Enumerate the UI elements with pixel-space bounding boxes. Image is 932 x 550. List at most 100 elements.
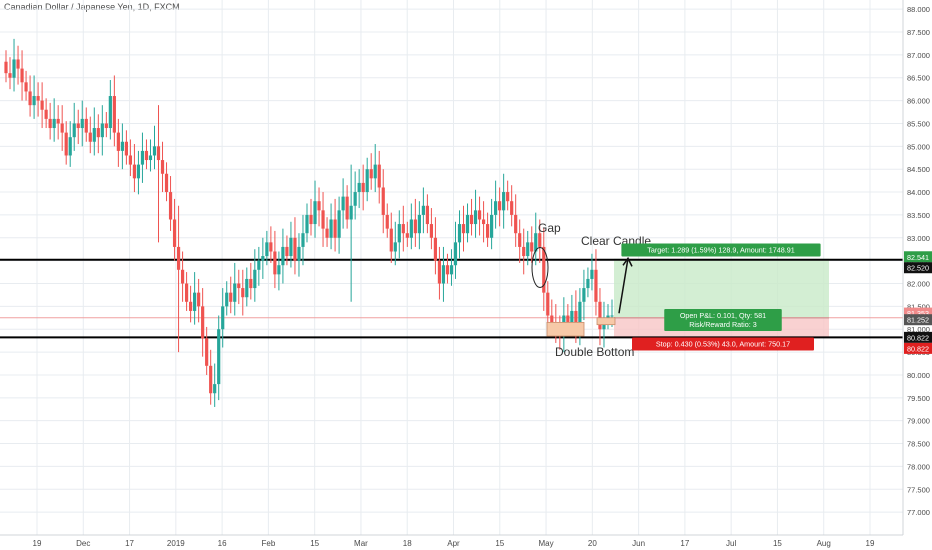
- x-tick-label: Apr: [447, 539, 460, 548]
- candle-body: [321, 210, 325, 229]
- x-tick-label: Jul: [726, 539, 736, 548]
- x-tick-label: 15: [495, 539, 504, 548]
- y-tick-label: 85.500: [907, 119, 930, 128]
- candle-body: [413, 219, 417, 234]
- candle-body: [401, 224, 405, 234]
- candle-body: [369, 169, 373, 179]
- y-tick-label: 83.500: [907, 211, 930, 220]
- candle-body: [377, 164, 381, 188]
- candle-body: [76, 123, 80, 129]
- candle-body: [269, 242, 273, 252]
- candle-body: [345, 196, 349, 220]
- double-bottom-box-1: [546, 321, 585, 337]
- candle-body: [546, 292, 550, 316]
- candle-body: [209, 365, 213, 394]
- candle-body: [144, 150, 149, 161]
- candle-body: [309, 214, 313, 225]
- candle-body: [594, 269, 598, 302]
- candle-body: [289, 237, 293, 257]
- candle-body: [469, 214, 474, 225]
- candle-body: [570, 310, 574, 325]
- projection-arrowhead: [622, 256, 633, 267]
- candle-body: [124, 141, 128, 156]
- x-tick-label: May: [538, 539, 553, 548]
- candle-body: [265, 242, 269, 257]
- candle-body: [64, 132, 68, 156]
- candle-body: [164, 173, 169, 193]
- chart-title: Canadian Dollar / Japanese Yen, 1D, FXCM: [4, 2, 180, 12]
- candle-body: [425, 205, 429, 225]
- candle-body: [277, 265, 281, 275]
- candle-body: [221, 306, 225, 330]
- target-label-text: Target: 1.289 (1.59%) 128.9, Amount: 174…: [647, 246, 794, 255]
- candle-body: [530, 242, 534, 252]
- candle-body: [80, 118, 84, 129]
- candle-body: [357, 182, 361, 193]
- candle-body: [385, 214, 389, 229]
- candle-body: [193, 292, 197, 311]
- candle-body: [361, 182, 365, 193]
- candle-body: [485, 224, 490, 238]
- candle-body: [610, 315, 614, 317]
- candle-body: [241, 288, 245, 298]
- candle-body: [245, 278, 249, 298]
- candle-body: [542, 246, 546, 293]
- y-tick-label: 79.000: [907, 417, 930, 426]
- price-tag-box: [904, 314, 932, 326]
- y-tick-label: 82.000: [907, 280, 930, 289]
- candle-body: [325, 228, 329, 238]
- candle-body: [48, 118, 52, 129]
- candle-body: [28, 91, 32, 106]
- candle-body: [490, 214, 494, 238]
- candle-body: [481, 219, 486, 225]
- candle-body: [116, 132, 120, 151]
- x-tick-label: Jun: [632, 539, 645, 548]
- candle-body: [225, 292, 229, 307]
- gap-ellipse: [531, 247, 549, 288]
- price-tag-label: 80.822: [907, 344, 929, 353]
- double-bottom-label: Double Bottom: [555, 345, 634, 359]
- candle-body: [433, 237, 438, 261]
- candle-body: [445, 265, 450, 275]
- price-tag-label: 82.541: [907, 253, 929, 262]
- candle-body: [465, 214, 470, 234]
- candle-body: [237, 283, 241, 289]
- y-tick-label: 77.000: [907, 508, 930, 517]
- price-tag-box: [904, 331, 932, 343]
- candle-body: [498, 201, 502, 211]
- candle-body: [297, 246, 301, 261]
- x-tick-label: 16: [218, 539, 227, 548]
- candle-body: [349, 205, 353, 220]
- candle-body: [156, 146, 161, 161]
- candle-body: [437, 260, 442, 284]
- x-tick-label: 19: [866, 539, 875, 548]
- candle-body: [40, 100, 44, 110]
- candle-body: [217, 329, 221, 385]
- x-tick-label: 19: [33, 539, 42, 548]
- candle-body: [92, 128, 96, 142]
- price-tag-label: 81.252: [907, 316, 929, 325]
- candle-body: [421, 205, 425, 215]
- candle-body: [257, 260, 261, 270]
- x-tick-label: 2019: [167, 539, 185, 548]
- candle-body: [249, 278, 253, 289]
- candle-body: [397, 224, 401, 243]
- candle-body: [285, 246, 289, 257]
- candle-body: [261, 256, 265, 261]
- candle-body: [140, 150, 145, 165]
- candle-body: [389, 228, 393, 252]
- candle-body: [12, 59, 16, 78]
- candle-body: [4, 61, 8, 74]
- candle-body: [510, 201, 514, 215]
- candle-body: [353, 192, 357, 206]
- x-tick-label: 17: [125, 539, 134, 548]
- x-tick-label: 15: [773, 539, 782, 548]
- candle-body: [381, 187, 385, 215]
- candle-body: [494, 201, 498, 215]
- target-zone: [614, 258, 829, 318]
- candle-body: [32, 96, 36, 106]
- candle-body: [506, 192, 510, 202]
- candle-body: [148, 155, 153, 161]
- candle-body: [52, 118, 56, 129]
